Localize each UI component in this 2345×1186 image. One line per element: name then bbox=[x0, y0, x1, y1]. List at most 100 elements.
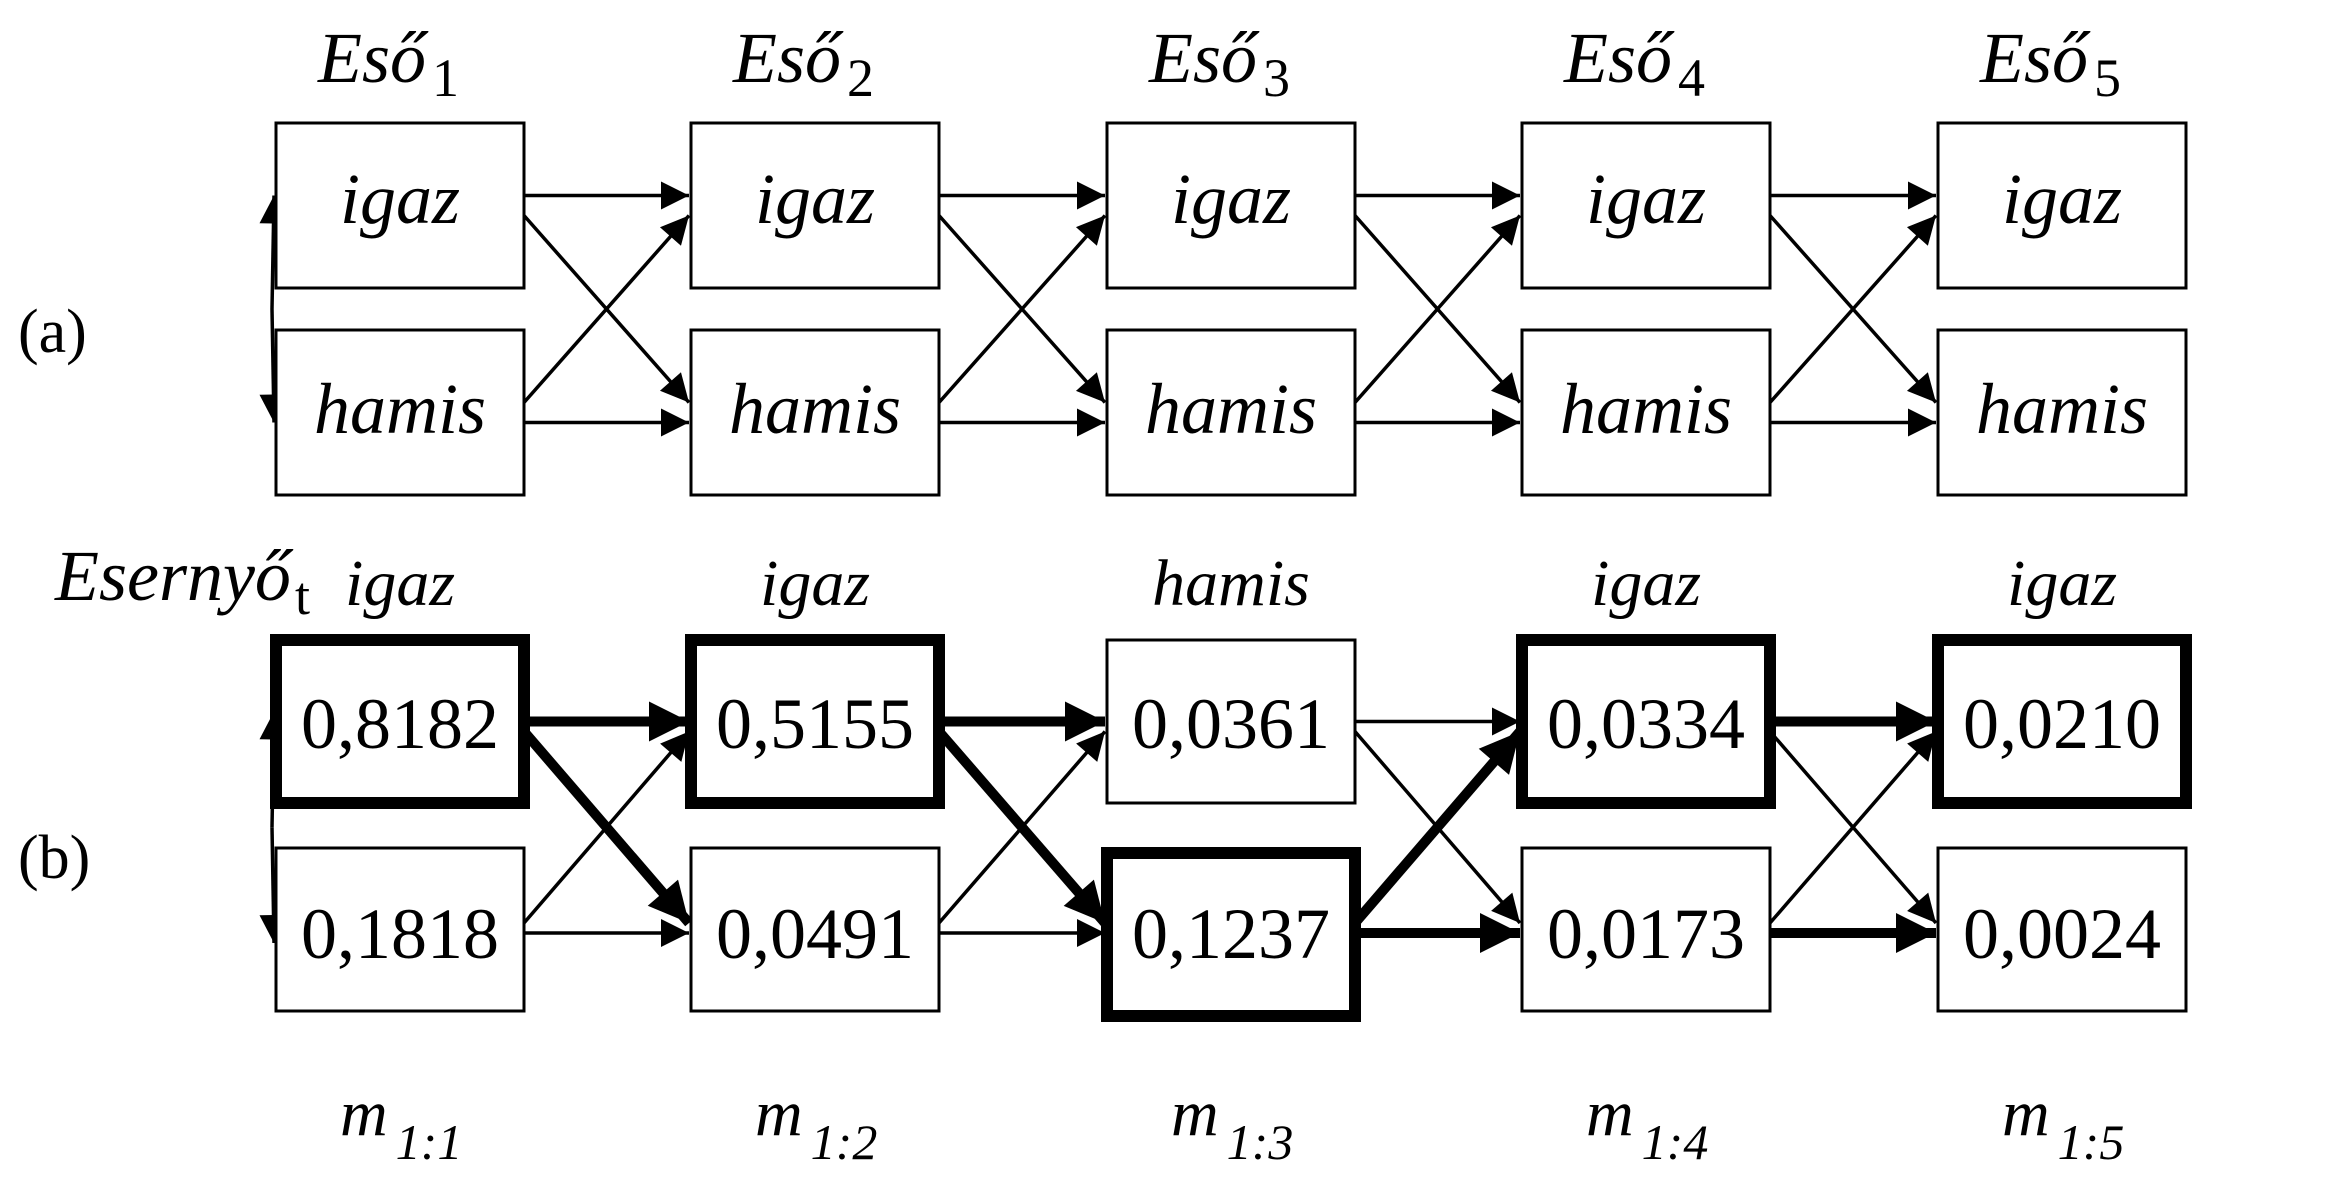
state-header-base: Eső bbox=[1979, 18, 2091, 98]
message-value-false: 0,1818 bbox=[301, 894, 499, 974]
message-value-false: 0,0173 bbox=[1547, 894, 1745, 974]
observation-value-2: igaz bbox=[760, 547, 870, 620]
trellis-column-3: Eső 3 igaz hamis hamis 0,0361 0,1237 m 1:3 bbox=[1101, 18, 1361, 1170]
state-box-true bbox=[689, 121, 941, 290]
observation-value-1: igaz bbox=[345, 547, 455, 620]
state-label-false: hamis bbox=[314, 369, 486, 449]
state-box-true bbox=[274, 121, 526, 290]
state-box-false bbox=[1520, 328, 1772, 497]
panel-b-edges bbox=[259, 701, 1938, 953]
observation-row-label: Esernyőt bbox=[54, 536, 310, 626]
state-box-false bbox=[1936, 328, 2188, 497]
state-label-false: hamis bbox=[729, 369, 901, 449]
transition-arrow bbox=[522, 214, 691, 404]
observation-row-label-sub: t bbox=[295, 566, 310, 626]
observation-value-3: hamis bbox=[1152, 547, 1310, 620]
message-value-true: 0,5155 bbox=[716, 684, 914, 764]
message-label-sub: 1:4 bbox=[1642, 1114, 1709, 1170]
observation-value-5: igaz bbox=[2007, 547, 2117, 620]
transition-arrow bbox=[1768, 214, 1938, 404]
state-box-false bbox=[1105, 328, 1357, 497]
state-header-base: Eső bbox=[1563, 18, 1675, 98]
state-header-base: Eső bbox=[317, 18, 429, 98]
state-header-sub: 4 bbox=[1678, 48, 1705, 108]
message-value-true: 0,0361 bbox=[1132, 684, 1330, 764]
message-label-base: m bbox=[1586, 1077, 1634, 1150]
message-value-false: 0,0024 bbox=[1963, 894, 2161, 974]
state-label-true: igaz bbox=[2002, 159, 2122, 239]
message-value-false: 0,0491 bbox=[716, 894, 914, 974]
transition-arrow bbox=[1768, 730, 1938, 925]
state-label-false: hamis bbox=[1145, 369, 1317, 449]
message-value-true: 0,0210 bbox=[1963, 684, 2161, 764]
state-header-4: Eső 4 bbox=[1563, 18, 1705, 108]
state-box-true bbox=[1105, 121, 1357, 290]
message-label-sub: 1:2 bbox=[811, 1114, 878, 1170]
message-box-true bbox=[1932, 634, 2192, 809]
state-header-5: Eső 5 bbox=[1979, 18, 2121, 108]
observation-row-label-base: Esernyő bbox=[54, 536, 294, 616]
state-box-false bbox=[689, 328, 941, 497]
message-value-true: 0,0334 bbox=[1547, 684, 1745, 764]
state-header-sub: 2 bbox=[847, 48, 874, 108]
message-box-false bbox=[689, 846, 941, 1013]
panel-label-b: (b) bbox=[18, 824, 90, 892]
observation-value-4: igaz bbox=[1591, 547, 1701, 620]
prior-arrow-false bbox=[259, 827, 288, 944]
message-label-1: m 1:1 bbox=[340, 1077, 462, 1170]
message-label-sub: 1:1 bbox=[396, 1114, 463, 1170]
message-label-3: m 1:3 bbox=[1171, 1077, 1293, 1170]
message-label-base: m bbox=[2002, 1077, 2050, 1150]
message-label-5: m 1:5 bbox=[2002, 1077, 2124, 1170]
state-header-sub: 3 bbox=[1263, 48, 1290, 108]
message-label-base: m bbox=[1171, 1077, 1219, 1150]
transition-arrow bbox=[1353, 214, 1522, 404]
message-label-sub: 1:3 bbox=[1227, 1114, 1294, 1170]
state-label-true: igaz bbox=[1171, 159, 1291, 239]
transition-arrow bbox=[937, 214, 1107, 404]
message-label-4: m 1:4 bbox=[1586, 1077, 1708, 1170]
state-box-true bbox=[1936, 121, 2188, 290]
trellis-column-5: Eső 5 igaz hamis igaz 0,0210 0,0024 m 1:5 bbox=[1932, 18, 2192, 1170]
message-box-true bbox=[270, 634, 530, 809]
prior-arrow-true bbox=[259, 195, 288, 310]
message-label-base: m bbox=[340, 1077, 388, 1150]
panel-a-edges bbox=[259, 181, 1938, 437]
state-label-true: igaz bbox=[340, 159, 460, 239]
state-box-false bbox=[274, 328, 526, 497]
transition-arrow bbox=[522, 730, 691, 925]
message-value-true: 0,8182 bbox=[301, 684, 499, 764]
state-header-sub: 5 bbox=[2094, 48, 2121, 108]
message-label-2: m 1:2 bbox=[755, 1077, 877, 1170]
state-header-2: Eső 2 bbox=[732, 18, 874, 108]
trellis-column-1: Eső 1 igaz hamis igaz 0,8182 0,1818 m 1:1 bbox=[270, 18, 530, 1170]
panel-label-a: (a) bbox=[18, 298, 87, 366]
message-box-false bbox=[1101, 847, 1361, 1022]
trellis-column-4: Eső 4 igaz hamis igaz 0,0334 0,0173 m 1:4 bbox=[1516, 18, 1776, 1170]
message-box-true bbox=[1105, 638, 1357, 805]
state-header-base: Eső bbox=[1148, 18, 1260, 98]
trellis-column-2: Eső 2 igaz hamis igaz 0,5155 0,0491 m 1:2 bbox=[685, 18, 945, 1170]
state-header-3: Eső 3 bbox=[1148, 18, 1290, 108]
prior-arrow-false bbox=[259, 308, 288, 423]
message-box-false bbox=[274, 846, 526, 1013]
state-header-1: Eső 1 bbox=[317, 18, 459, 108]
message-box-true bbox=[1516, 634, 1776, 809]
state-box-true bbox=[1520, 121, 1772, 290]
message-label-base: m bbox=[755, 1077, 803, 1150]
state-label-false: hamis bbox=[1976, 369, 2148, 449]
transition-arrow bbox=[937, 730, 1107, 925]
message-value-false: 0,1237 bbox=[1132, 894, 1330, 974]
state-label-false: hamis bbox=[1560, 369, 1732, 449]
state-label-true: igaz bbox=[1586, 159, 1706, 239]
message-box-false bbox=[1520, 846, 1772, 1013]
message-box-false bbox=[1936, 846, 2188, 1013]
state-header-base: Eső bbox=[732, 18, 844, 98]
message-box-true bbox=[685, 634, 945, 809]
message-label-sub: 1:5 bbox=[2058, 1114, 2125, 1170]
state-label-true: igaz bbox=[755, 159, 875, 239]
state-header-sub: 1 bbox=[432, 48, 459, 108]
transition-arrow bbox=[1351, 728, 1524, 927]
